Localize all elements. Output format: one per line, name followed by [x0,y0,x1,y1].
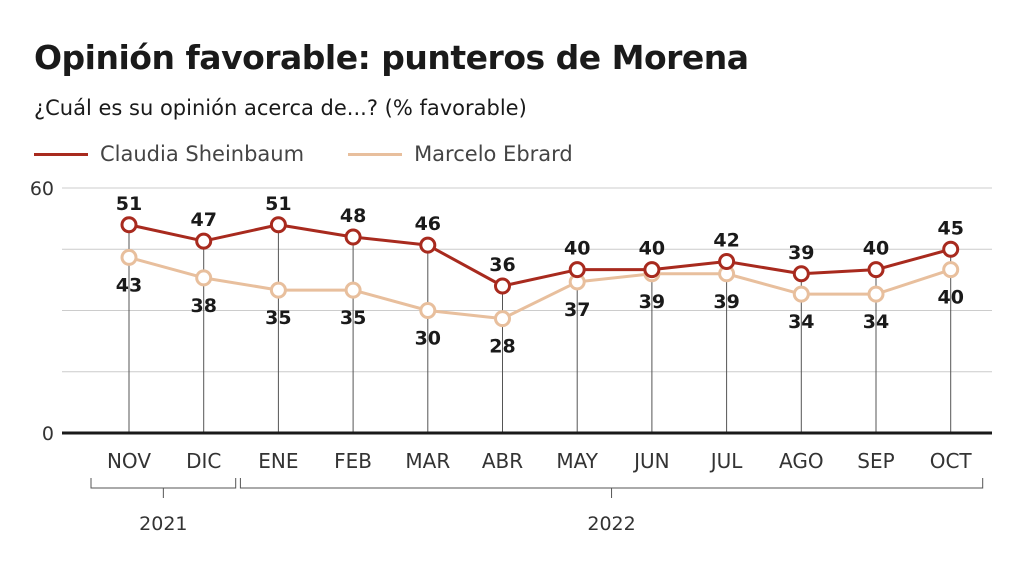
data-label: 48 [340,205,366,227]
data-label: 36 [489,254,515,276]
legend-swatch-ebrard [348,152,403,156]
data-point [195,232,213,250]
x-tick-label: OCT [930,449,973,473]
x-tick-label: AGO [779,449,824,473]
data-label: 34 [863,311,889,333]
data-label: 45 [937,217,963,239]
data-label: 40 [863,238,889,260]
legend-label-ebrard: Marcelo Ebrard [414,142,573,166]
data-point [419,302,437,319]
data-label: 47 [190,209,216,231]
series-line [128,255,952,321]
data-point [344,228,362,246]
chart-subtitle: ¿Cuál es su opinión acerca de...? (% fav… [34,96,527,120]
legend-item-sheinbaum: Claudia Sheinbaum [34,142,304,166]
data-point [419,236,437,254]
data-label: 38 [190,295,216,317]
data-point [120,216,138,234]
data-label: 39 [639,291,665,313]
data-point [718,253,736,270]
data-point [643,261,661,279]
data-label: 43 [116,274,142,296]
x-tick-label: NOV [107,449,151,473]
x-tick-label: FEB [334,449,372,473]
x-tick-label: MAY [556,449,598,473]
data-point [195,269,213,287]
x-tick-label: ENE [258,449,298,473]
x-tick-label: MAR [405,449,450,473]
series-line [128,223,952,288]
data-label: 30 [415,328,441,350]
y-tick-label: 0 [42,423,54,445]
legend-label-sheinbaum: Claudia Sheinbaum [100,142,305,166]
data-label: 40 [564,238,590,260]
data-point [867,285,885,303]
data-label: 35 [340,307,366,329]
x-tick-label: JUN [632,449,670,473]
data-point [344,281,362,299]
year-label: 2021 [139,513,187,535]
data-point [792,265,810,283]
year-bracket [90,478,237,489]
data-point [568,261,586,279]
data-label: 39 [788,242,814,264]
data-point [942,240,960,258]
year-label: 2022 [587,513,635,535]
data-label: 28 [489,336,515,358]
year-bracket [239,478,984,489]
data-point [120,248,138,266]
data-label: 39 [713,291,739,313]
data-label: 35 [265,307,291,329]
data-point [269,281,287,299]
data-label: 51 [116,193,142,215]
data-label: 51 [265,193,291,215]
y-tick-label: 60 [30,178,54,200]
x-tick-label: DIC [186,449,221,473]
data-label: 40 [937,287,963,309]
data-point [942,261,960,279]
data-label: 42 [713,230,739,252]
data-point [867,261,885,279]
legend-swatch-sheinbaum [34,152,88,156]
data-point [494,310,511,328]
data-point [792,285,810,303]
legend-item-ebrard: Marcelo Ebrard [348,142,573,166]
data-label: 34 [788,311,814,333]
data-label: 37 [564,299,590,321]
chart-title: Opinión favorable: punteros de Morena [34,38,749,77]
data-label: 40 [639,238,665,260]
x-tick-label: JUL [709,449,744,473]
data-point [269,216,287,234]
data-label: 46 [415,213,441,235]
data-point [494,277,511,295]
x-tick-label: SEP [857,449,894,473]
x-tick-label: ABR [482,449,523,473]
legend: Claudia Sheinbaum Marcelo Ebrard [34,142,617,166]
